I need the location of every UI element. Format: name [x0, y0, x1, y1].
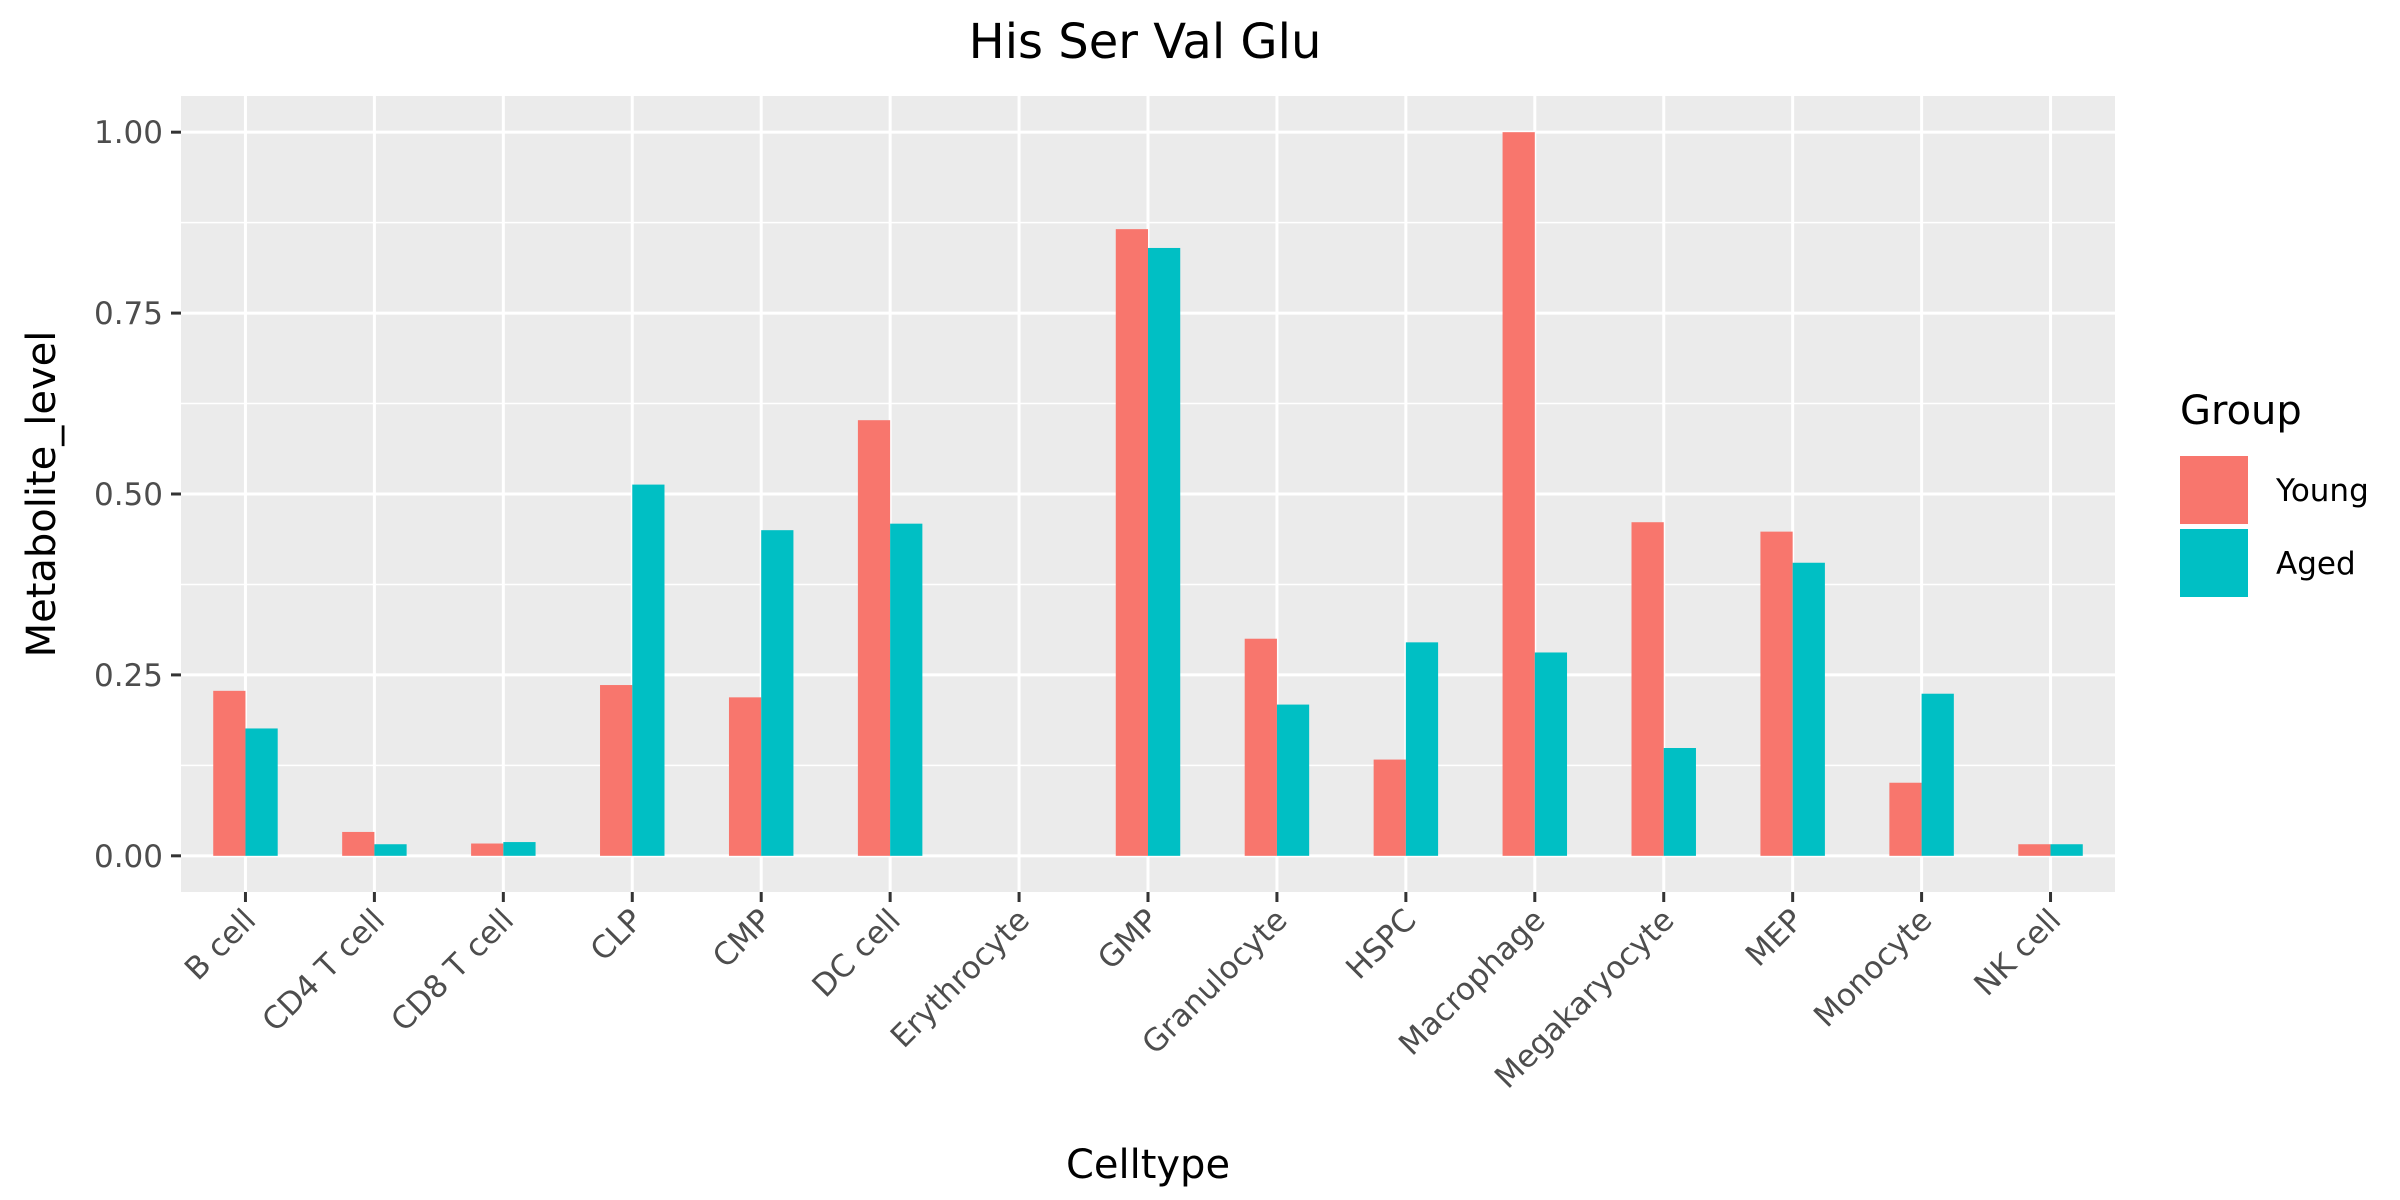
legend-key-young — [2180, 456, 2248, 524]
y-axis-title: Metabolite_level — [19, 331, 65, 658]
bar-young-cmp — [728, 697, 762, 856]
bar-aged-gmp — [1148, 247, 1181, 856]
bar-young-mep — [1760, 531, 1793, 856]
bar-aged-hspc — [1405, 642, 1439, 856]
bar-young-granulocyte — [1244, 638, 1277, 856]
bars — [213, 132, 2083, 856]
bar-aged-cd8-t-cell — [503, 842, 536, 856]
bar-young-hspc — [1373, 759, 1406, 856]
x-tick-label: CLP — [584, 902, 650, 968]
bar-young-cd8-t-cell — [471, 843, 504, 856]
y-tick-label: 1.00 — [94, 115, 163, 151]
x-tick-label: DC cell — [805, 902, 907, 1004]
bar-aged-megakaryocyte — [1663, 747, 1696, 856]
x-tick-label: GMP — [1091, 902, 1166, 977]
bar-aged-granulocyte — [1276, 704, 1310, 856]
y-axis: 0.00 0.25 0.50 0.75 1.00 — [94, 115, 181, 875]
bar-young-megakaryocyte — [1631, 522, 1664, 856]
legend-key-aged — [2180, 529, 2248, 597]
x-tick-label: Erythrocyte — [884, 902, 1037, 1055]
bar-aged-cmp — [761, 530, 794, 856]
y-tick-label: 0.00 — [94, 839, 163, 875]
bar-young-nk-cell — [2018, 844, 2051, 856]
x-tick-label: HSPC — [1339, 902, 1423, 986]
bar-young-dc-cell — [857, 420, 891, 856]
x-tick-label: Monocyte — [1807, 902, 1939, 1034]
y-tick-label: 0.50 — [94, 477, 163, 513]
x-tick-label: CD4 T cell — [255, 902, 392, 1039]
x-tick-label: CMP — [706, 902, 779, 975]
bar-young-b-cell — [213, 690, 246, 856]
chart-title: His Ser Val Glu — [969, 14, 1322, 70]
x-tick-label: NK cell — [1967, 902, 2068, 1003]
bar-young-clp — [600, 685, 633, 856]
bar-young-monocyte — [1889, 782, 1922, 856]
bar-aged-mep — [1792, 562, 1825, 856]
x-tick-label: B cell — [178, 902, 263, 987]
bar-aged-cd4-t-cell — [374, 844, 407, 856]
bar-aged-macrophage — [1534, 652, 1568, 856]
legend: Group Young Aged — [2180, 388, 2369, 597]
bar-young-cd4-t-cell — [342, 831, 375, 856]
bar-aged-b-cell — [245, 728, 278, 856]
x-tick-label: MEP — [1739, 902, 1810, 973]
bar-young-gmp — [1115, 229, 1148, 856]
bar-young-macrophage — [1502, 132, 1535, 856]
y-tick-label: 0.75 — [94, 296, 163, 332]
legend-label-young: Young — [2275, 473, 2369, 509]
bar-aged-clp — [632, 484, 665, 856]
y-tick-label: 0.25 — [94, 658, 163, 694]
x-axis-title: Celltype — [1066, 1142, 1230, 1188]
bar-aged-dc-cell — [890, 523, 923, 856]
x-tick-label: CD8 T cell — [384, 902, 521, 1039]
bar-aged-nk-cell — [2050, 844, 2083, 856]
legend-title: Group — [2180, 388, 2302, 434]
bar-aged-monocyte — [1921, 693, 1954, 856]
legend-label-aged: Aged — [2276, 546, 2356, 582]
